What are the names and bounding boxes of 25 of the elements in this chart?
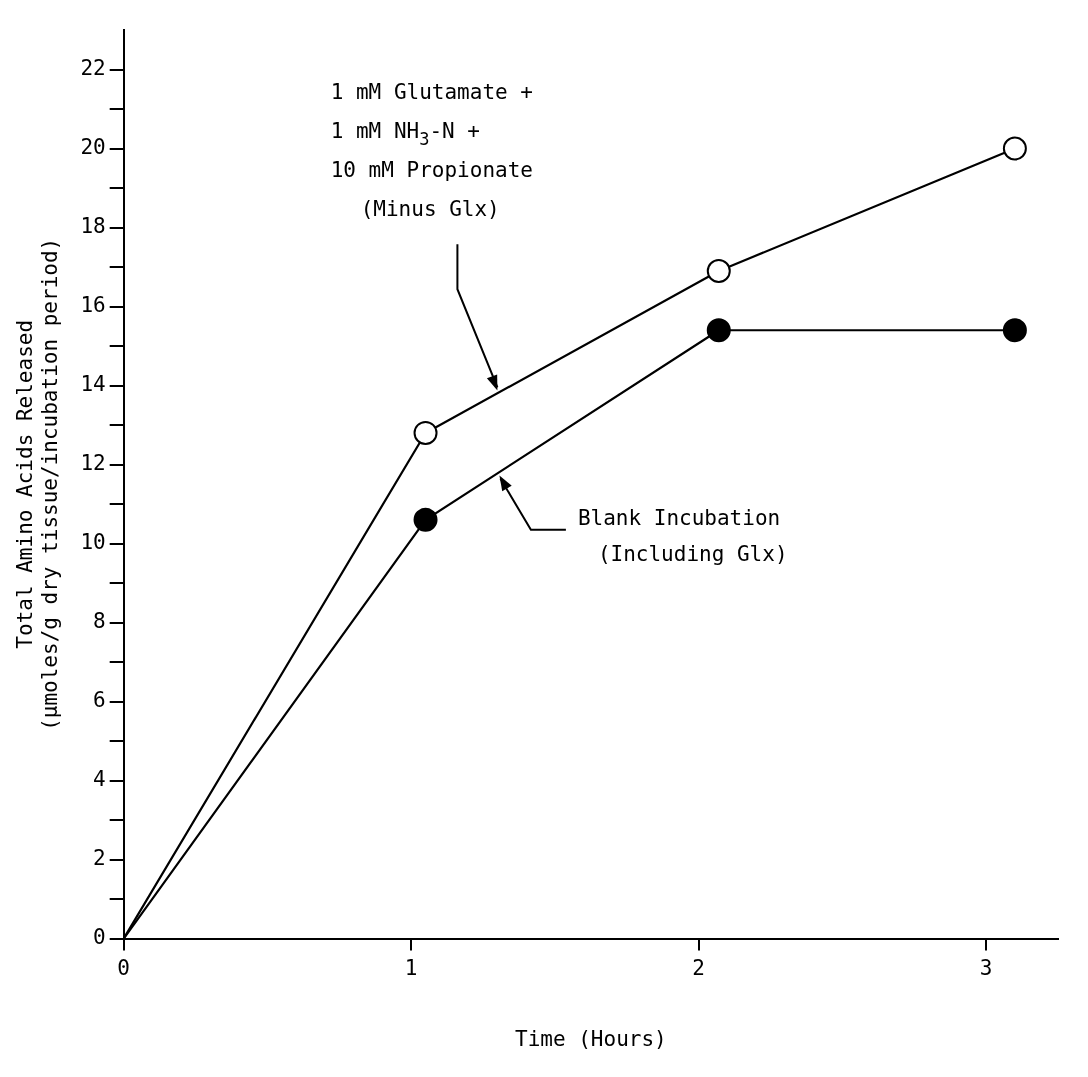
- y-tick-label: 18: [80, 213, 106, 238]
- x-axis-title: Time (Hours): [514, 1026, 667, 1051]
- y-axis-title: Total Amino Acids Released (µmoles/g dry tissue/incubation period): [13, 237, 63, 731]
- y-tick-label: 16: [80, 292, 106, 317]
- point: [1002, 136, 1027, 161]
- y-tick-label: 20: [80, 134, 106, 159]
- y-tick-label: 22: [80, 55, 106, 80]
- y-tick-label: 6: [93, 688, 106, 713]
- y-tick-label: 10: [80, 530, 106, 555]
- point: [413, 507, 438, 532]
- y-tick-label: 4: [93, 767, 106, 792]
- x-tick-label: 0: [117, 955, 131, 980]
- point: [706, 258, 731, 283]
- x-tick-label: 1: [404, 955, 418, 980]
- x-tick-label: 2: [692, 955, 705, 980]
- y-tick-label: 12: [80, 451, 106, 475]
- y-tick-label: 8: [93, 609, 106, 634]
- y-tick-label: 14: [80, 371, 106, 396]
- point: [706, 318, 731, 343]
- y-tick-label: 0: [93, 925, 106, 950]
- annotation: Blank Incubation (Including Glx): [577, 506, 788, 567]
- y-tick-label: 2: [93, 846, 106, 871]
- point: [413, 420, 438, 445]
- point: [1002, 318, 1027, 343]
- x-tick-label: 3: [979, 955, 993, 980]
